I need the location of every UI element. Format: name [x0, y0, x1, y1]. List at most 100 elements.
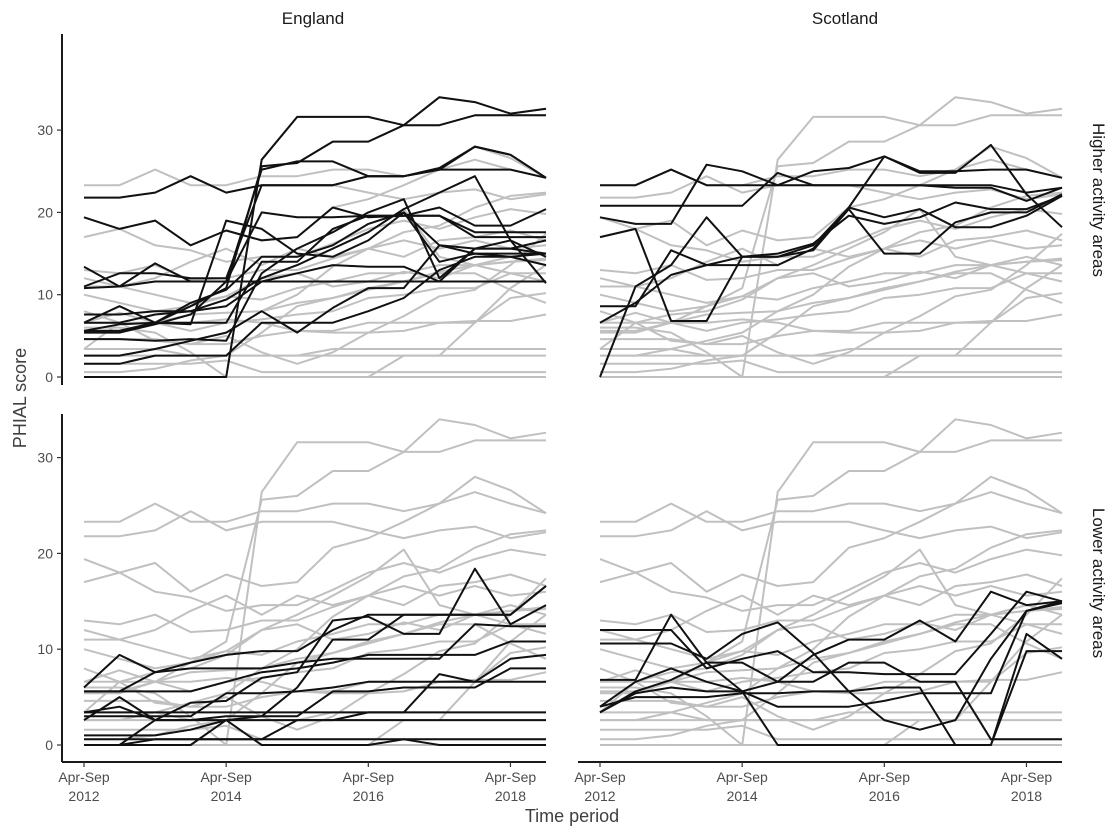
- highlight-series-line: [84, 640, 546, 693]
- background-series-line: [600, 573, 1063, 641]
- background-series-line: [84, 724, 546, 741]
- y-tick-label: 10: [37, 287, 53, 303]
- background-series-line: [600, 711, 1062, 722]
- panel-scotland-higher-activity-areas: [599, 96, 1063, 378]
- y-tick-label: 10: [37, 641, 53, 657]
- background-series-line: [600, 529, 1063, 722]
- y-tick-label: 0: [45, 737, 53, 753]
- highlight-series-line: [84, 175, 547, 324]
- background-series-line: [84, 348, 546, 357]
- y-tick-label: 20: [37, 545, 53, 561]
- highlight-series-line: [83, 145, 547, 288]
- x-tick-label-line2: 2014: [211, 788, 242, 804]
- background-series-line: [600, 510, 1063, 540]
- highlight-series-line: [599, 602, 1063, 708]
- highlight-series-line: [84, 211, 546, 334]
- background-series-line: [600, 229, 1063, 288]
- x-tick-label-line2: 2012: [584, 788, 615, 804]
- background-series-line: [599, 233, 1063, 365]
- background-series-line: [84, 491, 547, 523]
- background-series-line: [84, 264, 547, 378]
- background-series-line: [599, 608, 1063, 670]
- background-series-line: [599, 577, 1063, 731]
- highlight-series-line: [599, 194, 1063, 378]
- background-series-line: [84, 529, 547, 722]
- highlight-series-line: [599, 590, 1063, 714]
- x-tick-label-line2: 2014: [727, 788, 758, 804]
- strip-label-england: England: [282, 9, 344, 28]
- highlight-series-line: [83, 705, 546, 746]
- highlight-series-line: [83, 211, 546, 324]
- x-tick-label-line2: 2016: [869, 788, 900, 804]
- background-series-line: [599, 239, 1063, 281]
- x-tick-label-line1: Apr-Sep: [343, 769, 395, 785]
- background-series-line: [84, 158, 547, 187]
- background-series-line: [83, 239, 547, 281]
- highlight-series-line: [599, 155, 1063, 324]
- highlight-series-line: [599, 632, 1063, 746]
- panel-england-higher-activity-areas: [83, 96, 547, 378]
- highlight-series-line: [84, 667, 546, 746]
- x-tick-label-line1: Apr-Sep: [58, 769, 110, 785]
- highlight-series-line: [600, 600, 1063, 731]
- labels-layer: England Scotland Higher activity areas L…: [10, 9, 1108, 826]
- background-series-line: [600, 724, 1062, 741]
- background-series-line: [599, 208, 1063, 263]
- background-series-line: [599, 272, 1063, 332]
- x-axis-title: Time period: [525, 806, 619, 826]
- background-series-line: [600, 348, 1062, 357]
- highlight-series-line: [84, 680, 546, 718]
- panels-layer: [83, 96, 1063, 746]
- x-tick-label-line2: 2016: [353, 788, 384, 804]
- panel-england-lower-activity-areas: [83, 418, 547, 746]
- x-tick-label-line1: Apr-Sep: [716, 769, 768, 785]
- background-series-line: [83, 613, 546, 683]
- background-series-line: [83, 548, 547, 612]
- background-series-line: [600, 491, 1063, 523]
- highlight-series-line: [84, 252, 547, 365]
- x-tick-label-line1: Apr-Sep: [200, 769, 252, 785]
- x-tick-label-line2: 2012: [68, 788, 99, 804]
- strip-label-lower-activity: Lower activity areas: [1089, 508, 1108, 658]
- background-series-line: [83, 577, 547, 731]
- highlight-series-line: [83, 206, 547, 247]
- strip-label-higher-activity: Higher activity areas: [1089, 123, 1108, 277]
- background-series-line: [83, 585, 547, 633]
- background-series-line: [600, 418, 1063, 746]
- background-series-line: [83, 623, 547, 693]
- y-tick-label: 30: [37, 450, 53, 466]
- x-tick-label-line1: Apr-Sep: [859, 769, 911, 785]
- background-series-line: [83, 475, 547, 593]
- axes-layer: 0 10 20 30 0 10 20 30 Apr-Sep 2012 Apr-Sep 2014 Apr-…: [37, 34, 1062, 804]
- x-tick-label-line1: Apr-Sep: [1001, 769, 1053, 785]
- background-series-line: [600, 158, 1063, 187]
- background-series-line: [84, 510, 547, 540]
- highlight-series-line: [600, 195, 1063, 308]
- highlight-series-line: [600, 613, 1062, 741]
- highlight-series-line: [84, 96, 547, 378]
- background-series-line: [600, 359, 1062, 374]
- background-series-line: [84, 439, 546, 693]
- background-series-line: [600, 191, 1063, 357]
- highlight-series-line: [84, 198, 547, 342]
- background-series-line: [84, 359, 546, 374]
- background-series-line: [600, 439, 1062, 693]
- highlight-series-line: [83, 280, 546, 290]
- background-series-line: [600, 264, 1063, 378]
- x-tick-label-line2: 2018: [495, 788, 526, 804]
- background-series-line: [83, 259, 547, 313]
- x-tick-label-line2: 2018: [1011, 788, 1042, 804]
- highlight-series-line: [84, 244, 547, 357]
- background-series-line: [600, 96, 1063, 378]
- background-series-line: [84, 229, 547, 288]
- background-series-line: [600, 623, 1063, 741]
- background-series-line: [599, 259, 1063, 313]
- y-tick-label: 20: [37, 204, 53, 220]
- background-series-line: [599, 613, 1062, 683]
- background-series-line: [600, 208, 1063, 324]
- strip-label-scotland: Scotland: [812, 9, 878, 28]
- y-axis-title: PHIAL score: [10, 348, 30, 448]
- y-tick-label: 30: [37, 122, 53, 138]
- highlight-series-line: [600, 171, 1063, 207]
